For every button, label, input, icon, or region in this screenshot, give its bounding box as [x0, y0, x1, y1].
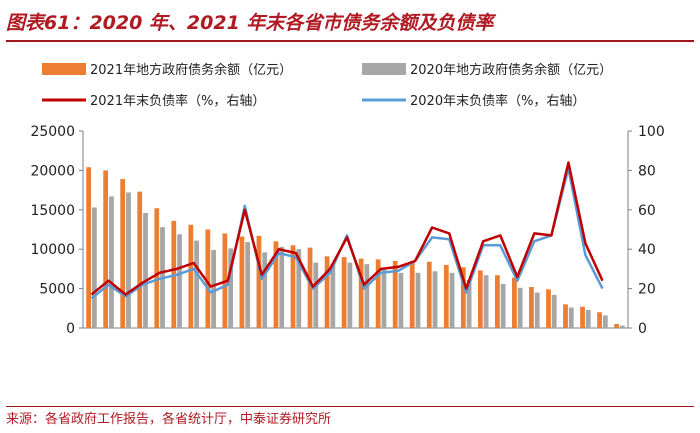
legend-label-1: 2020年地方政府债务余额（亿元）: [410, 62, 612, 78]
legend-swatch-1: [362, 63, 406, 75]
legend-label-2: 2021年末负债率（%，右轴）: [90, 93, 265, 109]
bar-2020-0: [92, 207, 97, 328]
bar-2020-8: [228, 248, 234, 328]
right-tick-label-3: 60: [638, 203, 656, 219]
bar-2021-19: [409, 261, 415, 328]
bar-2021-2: [120, 179, 126, 328]
bar-2021-1: [103, 170, 109, 328]
source-rule: [6, 406, 694, 407]
bar-2020-28: [568, 307, 574, 328]
bar-2020-21: [449, 272, 455, 328]
bar-2021-21: [443, 264, 449, 328]
bar-2020-14: [330, 264, 336, 328]
bar-2020-11: [279, 246, 285, 328]
left-tick-label-2: 10000: [30, 242, 75, 258]
bar-2021-25: [512, 277, 517, 328]
bar-2020-19: [415, 272, 421, 328]
bar-2020-26: [534, 292, 540, 328]
bar-2021-4: [154, 208, 160, 328]
legend-label-0: 2021年地方政府债务余额（亿元）: [90, 62, 292, 78]
bar-2021-28: [563, 304, 568, 328]
legend: 2021年地方政府债务余额（亿元） 2020年地方政府债务余额（亿元） 2021年末…: [42, 62, 612, 109]
bar-2021-16: [358, 258, 364, 328]
bar-2021-15: [341, 257, 347, 328]
bar-2020-12: [296, 249, 302, 328]
bar-2020-31: [619, 325, 625, 328]
bar-2020-27: [551, 294, 557, 328]
bar-2021-14: [324, 256, 330, 328]
bar-2020-18: [398, 272, 404, 328]
right-tick-label-2: 40: [638, 242, 656, 258]
bar-2020-15: [347, 262, 353, 328]
bar-2020-30: [602, 315, 608, 328]
bar-2021-12: [290, 245, 296, 328]
bar-2020-20: [432, 271, 438, 328]
right-tick-label-0: 0: [638, 321, 647, 337]
legend-swatch-0: [42, 63, 86, 75]
line-2020-debt-ratio: [90, 167, 604, 300]
bar-2021-30: [597, 312, 602, 328]
bar-2021-6: [188, 224, 194, 328]
left-tick-label-5: 25000: [30, 124, 75, 140]
left-tick-label-0: 0: [66, 321, 75, 337]
bar-2020-23: [483, 275, 489, 328]
legend-label-3: 2020年末负债率（%，右轴）: [410, 93, 585, 109]
right-tick-label-4: 80: [638, 163, 656, 179]
bar-2020-22: [466, 279, 472, 328]
right-tick-label-1: 20: [638, 282, 656, 298]
left-tick-label-3: 15000: [30, 203, 75, 219]
bar-2020-1: [109, 196, 114, 328]
bar-2021-0: [86, 167, 92, 328]
bar-2020-24: [500, 283, 506, 328]
bars: [86, 167, 625, 328]
source-note: 来源：各省政府工作报告，各省统计厅，中泰证券研究所: [6, 412, 332, 427]
bar-2021-11: [273, 241, 279, 328]
bar-2021-22: [460, 267, 466, 328]
bar-2020-25: [517, 287, 523, 328]
bar-2021-9: [239, 236, 245, 328]
left-tick-label-4: 20000: [30, 163, 75, 179]
bar-2021-26: [529, 287, 534, 328]
bar-2021-17: [375, 259, 381, 328]
bar-2020-3: [143, 212, 148, 328]
bar-2021-18: [392, 261, 398, 328]
bar-2021-31: [614, 324, 619, 328]
bar-2021-20: [426, 261, 432, 328]
bar-2020-9: [245, 242, 251, 328]
bar-2020-16: [364, 264, 370, 328]
axes: 0 5000 10000 15000 20000 25000 0 20 40 60 80 100: [30, 124, 664, 337]
bar-2021-3: [137, 191, 143, 328]
left-tick-label-1: 5000: [39, 282, 75, 298]
bar-2020-5: [177, 234, 182, 328]
bar-2021-24: [494, 275, 500, 328]
bar-2020-6: [194, 240, 199, 328]
bar-2020-17: [381, 269, 387, 328]
lines: [90, 161, 604, 300]
bar-2021-27: [546, 289, 551, 328]
bar-2020-2: [126, 192, 131, 328]
bar-2021-29: [580, 306, 585, 328]
bar-2021-13: [307, 247, 313, 328]
bar-2021-7: [205, 229, 211, 328]
combo-chart: 2021年地方政府债务余额（亿元） 2020年地方政府债务余额（亿元） 2021年末…: [30, 62, 664, 337]
bar-2020-29: [585, 309, 591, 328]
bar-2020-10: [262, 252, 268, 328]
title-rule: [6, 40, 694, 42]
right-tick-label-5: 100: [638, 124, 665, 140]
chart-title: 图表61：2020 年、2021 年末各省市债务余额及负债率: [6, 12, 494, 34]
bar-2021-10: [256, 235, 262, 328]
bar-2020-13: [313, 262, 319, 328]
bar-2020-7: [211, 249, 217, 328]
line-2021-debt-ratio: [90, 161, 604, 296]
bar-2021-23: [477, 270, 483, 328]
